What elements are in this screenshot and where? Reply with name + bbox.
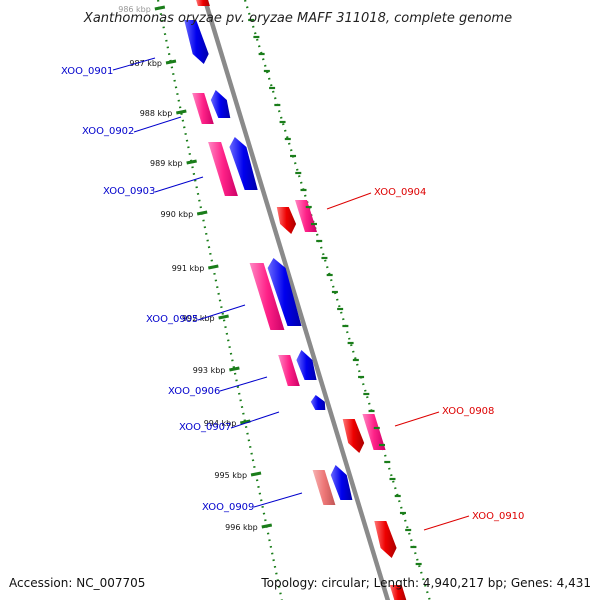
gene-label-xoo-0909[interactable]: XOO_0909 [202, 502, 254, 513]
leader-line-xoo-0909 [253, 492, 303, 508]
gene-pink-0902[interactable] [192, 93, 214, 124]
gene-red-0908[interactable] [342, 419, 365, 453]
gene-label-xoo-0910[interactable]: XOO_0910 [472, 511, 524, 522]
feature-lines [156, 0, 431, 600]
leader-line-xoo-0902 [133, 116, 182, 133]
ruler-tick-label: 989 kbp [150, 159, 183, 168]
leader-line-xoo-0901 [112, 57, 156, 71]
gene-xoo-0902[interactable] [210, 90, 231, 118]
gene-xoo-0906[interactable] [278, 355, 300, 386]
ruler-tick-label: 988 kbp [140, 109, 173, 118]
gene-label-xoo-0907[interactable]: XOO_0907 [179, 422, 231, 433]
ruler-tick-label: 996 kbp [225, 523, 258, 532]
ruler-tick [250, 471, 262, 477]
map-title: Xanthomonas oryzae pv. oryzae MAFF 31101… [83, 11, 512, 26]
ruler-tick-label: 991 kbp [172, 264, 205, 273]
ruler-tick [165, 59, 177, 65]
gene-xoo-0908[interactable] [362, 414, 386, 450]
accession-text: Accession: NC_007705 [9, 576, 145, 590]
ruler-tick [261, 523, 273, 529]
gene-xoo-0903[interactable] [208, 142, 238, 196]
ruler-tick [196, 210, 208, 216]
leader-line-xoo-0907 [230, 411, 280, 429]
gene-label-xoo-0904[interactable]: XOO_0904 [374, 187, 426, 198]
gene-xoo-0901[interactable] [184, 20, 209, 64]
leader-line-xoo-0908 [394, 411, 440, 427]
leader-line-xoo-0905 [197, 304, 246, 321]
gene-blue-0905[interactable] [267, 258, 302, 326]
topology-text: Topology: circular; Length: 4,940,217 bp… [260, 576, 591, 590]
ruler-ticks [154, 5, 422, 566]
ruler-tick-label: 993 kbp [193, 366, 226, 375]
gene-label-xoo-0903[interactable]: XOO_0903 [103, 186, 155, 197]
gene-xoo-0909[interactable] [312, 470, 336, 505]
leader-line-xoo-0904 [326, 192, 372, 210]
leader-line-xoo-0903 [154, 176, 204, 193]
gene-xoo-0910[interactable] [374, 521, 397, 558]
leader-line-xoo-0910 [423, 515, 470, 531]
inner-ruler-track [156, 0, 283, 600]
gene-label-xoo-0908[interactable]: XOO_0908 [442, 406, 494, 417]
leader-line-xoo-0906 [219, 376, 268, 392]
map-text: 986 kbp 987 kbp 988 kbp 989 kbp 990 kbp 991 k… [61, 5, 524, 532]
ruler-tick [186, 159, 197, 165]
ruler-tick [229, 366, 240, 372]
ruler-tick [154, 5, 166, 11]
ruler-tick [218, 314, 229, 320]
gene-clipped-top[interactable] [196, 0, 210, 6]
gene-label-xoo-0902[interactable]: XOO_0902 [82, 126, 134, 137]
outer-ruler-track [243, 0, 431, 600]
gene-xoo-0904[interactable] [295, 200, 317, 232]
ruler-tick [176, 109, 187, 115]
gene-label-xoo-0906[interactable]: XOO_0906 [168, 386, 220, 397]
gene-xoo-0905[interactable] [249, 263, 285, 330]
ruler-tick-label: 990 kbp [161, 210, 194, 219]
gene-blue-0903[interactable] [229, 137, 258, 190]
gene-blue-0909[interactable] [330, 465, 353, 500]
gene-clipped-bottom[interactable] [389, 585, 407, 600]
genome-backbone [202, 0, 391, 600]
ruler-tick-label: 994 kbp [204, 419, 237, 428]
gene-features [184, 0, 407, 600]
gene-blue-0906[interactable] [296, 350, 317, 380]
gene-label-xoo-0905[interactable]: XOO_0905 [146, 314, 198, 325]
ruler-tick-label: 986 kbp [118, 5, 151, 14]
ruler-tick-label: 992 kbp [182, 314, 215, 323]
gene-red-0904[interactable] [276, 207, 297, 234]
gene-xoo-0907[interactable] [310, 395, 326, 410]
gene-label-xoo-0901[interactable]: XOO_0901 [61, 66, 113, 77]
ruler-tick-label: 987 kbp [129, 59, 162, 68]
ruler-tick [240, 419, 251, 425]
ruler-tick [208, 264, 219, 270]
ruler-tick-label: 995 kbp [214, 471, 247, 480]
